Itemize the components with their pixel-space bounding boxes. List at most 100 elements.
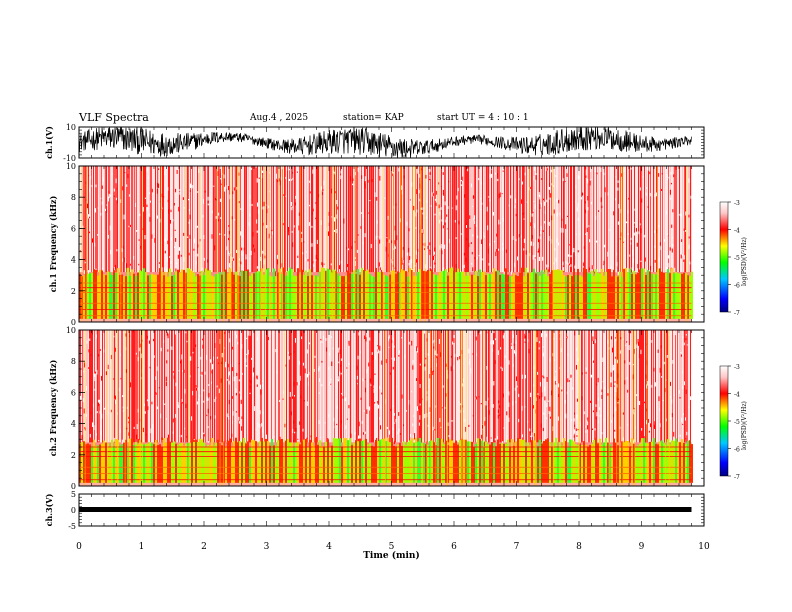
spectrogram-streak xyxy=(221,330,222,443)
spectrogram-speckle xyxy=(566,173,568,177)
spectrogram-speckle xyxy=(666,210,668,215)
spectrogram-streak xyxy=(530,330,531,443)
spectrogram-streak xyxy=(119,330,120,443)
x-tick-label: 7 xyxy=(514,542,520,552)
spectrogram-speckle xyxy=(301,238,303,243)
spectrogram-band-column xyxy=(551,446,553,483)
spectrogram-streak xyxy=(99,166,100,273)
spectrogram-speckle xyxy=(595,404,597,407)
spectrogram-streak xyxy=(91,330,92,443)
spectrogram-streak xyxy=(129,330,130,443)
spectrogram-speckle xyxy=(247,330,249,336)
spectrogram-speckle xyxy=(379,267,381,271)
spectrogram-band-column xyxy=(181,442,183,483)
spectrogram-band-column xyxy=(305,270,307,319)
spectrogram-speckle xyxy=(197,244,199,248)
spectrogram-speckle xyxy=(246,337,248,339)
spectrogram-speckle xyxy=(539,204,541,210)
spectrogram-streak xyxy=(582,166,583,273)
spectrogram-streak xyxy=(581,330,582,443)
spectrogram-speckle xyxy=(292,396,294,399)
spectrogram-streak xyxy=(613,330,614,443)
spectrogram-speckle xyxy=(231,396,233,399)
spectrogram-speckle xyxy=(664,388,666,393)
spectrogram-speckle xyxy=(470,242,472,245)
spectrogram-speckle xyxy=(550,193,552,198)
spectrogram-streak xyxy=(157,330,158,443)
spectrogram-band-column xyxy=(457,444,459,483)
spectrogram-speckle xyxy=(592,336,594,342)
spectrogram-streak xyxy=(133,166,134,273)
spectrogram-speckle xyxy=(183,257,185,262)
spectrogram-streak xyxy=(225,330,226,443)
spectrogram-speckle xyxy=(612,347,614,353)
spectrogram-speckle xyxy=(164,250,166,254)
spectrogram-speckle xyxy=(680,213,682,218)
spectrogram-speckle xyxy=(617,180,619,183)
spectrogram-band-column xyxy=(163,275,165,319)
spectrogram-speckle xyxy=(147,176,149,179)
spectrogram-band-column xyxy=(189,268,191,319)
spectrogram-band-column xyxy=(407,442,409,483)
spectrogram-band-column xyxy=(231,271,233,319)
spectrogram-speckle xyxy=(540,423,542,428)
spectrogram-band-column xyxy=(127,267,129,319)
spectrogram-streak xyxy=(437,166,438,273)
spectrogram-speckle xyxy=(409,256,411,260)
spectrogram-streak xyxy=(271,166,272,273)
spectrogram-speckle xyxy=(285,177,287,179)
spectrogram-streak xyxy=(670,330,671,443)
spectrogram-speckle xyxy=(549,406,551,412)
spectrogram-speckle xyxy=(394,267,396,269)
spectrogram-speckle xyxy=(498,193,500,199)
spectrogram-speckle xyxy=(114,347,116,352)
spectrogram-streak xyxy=(250,166,251,273)
spectrogram-speckle xyxy=(682,423,684,425)
spectrogram-streak xyxy=(491,330,492,443)
spectrogram-speckle xyxy=(221,352,223,358)
spectrogram-speckle xyxy=(530,241,532,246)
spectrogram-band-column xyxy=(515,441,517,483)
spectrogram-speckle xyxy=(425,174,427,179)
spectrogram-speckle xyxy=(252,372,254,377)
spectrogram-speckle xyxy=(450,355,452,358)
spectrogram-streak xyxy=(216,166,217,273)
spectrogram-streak xyxy=(466,166,467,273)
spectrogram-speckle xyxy=(554,248,556,251)
spectrogram-speckle xyxy=(514,387,516,391)
spectrogram-speckle xyxy=(312,169,314,174)
spectrogram-band-column xyxy=(517,276,519,319)
spectrogram-speckle xyxy=(302,428,304,432)
spectrogram-speckle xyxy=(260,384,262,390)
spectrogram-speckle xyxy=(214,197,216,201)
spectrogram-band-column xyxy=(79,443,81,483)
spectrogram-band-column xyxy=(539,439,541,483)
spectrogram-speckle xyxy=(392,366,394,370)
spectrogram-speckle xyxy=(592,410,594,413)
spectrogram-spike xyxy=(620,166,622,322)
spectrogram-speckle xyxy=(537,393,539,395)
spectrogram-speckle xyxy=(279,436,281,441)
spectrogram-speckle xyxy=(129,224,131,228)
spectrogram-streak xyxy=(659,166,660,273)
spectrogram-band-column xyxy=(429,270,431,319)
spectrogram-streak xyxy=(380,166,381,273)
y-tick-label: -10 xyxy=(63,154,76,163)
spectrogram-speckle xyxy=(280,176,282,180)
spectrogram-speckle xyxy=(207,259,209,263)
spectrogram-band-column xyxy=(289,442,291,483)
spectrogram-speckle xyxy=(195,385,197,388)
spectrogram-speckle xyxy=(630,242,632,245)
spectrogram-streak xyxy=(143,166,144,273)
spectrogram-streak xyxy=(353,330,354,443)
spectrogram-band-column xyxy=(151,273,153,319)
spectrogram-speckle xyxy=(149,366,151,369)
spectrogram-streak xyxy=(196,166,197,273)
spectrogram-band-column xyxy=(611,446,613,483)
spectrogram-band-column xyxy=(373,276,375,319)
spectrogram-speckle xyxy=(644,234,646,238)
spectrogram-streak xyxy=(572,166,573,273)
spectrogram-speckle xyxy=(113,188,115,192)
spectrogram-streak xyxy=(94,330,95,443)
spectrogram-streak xyxy=(386,166,387,273)
